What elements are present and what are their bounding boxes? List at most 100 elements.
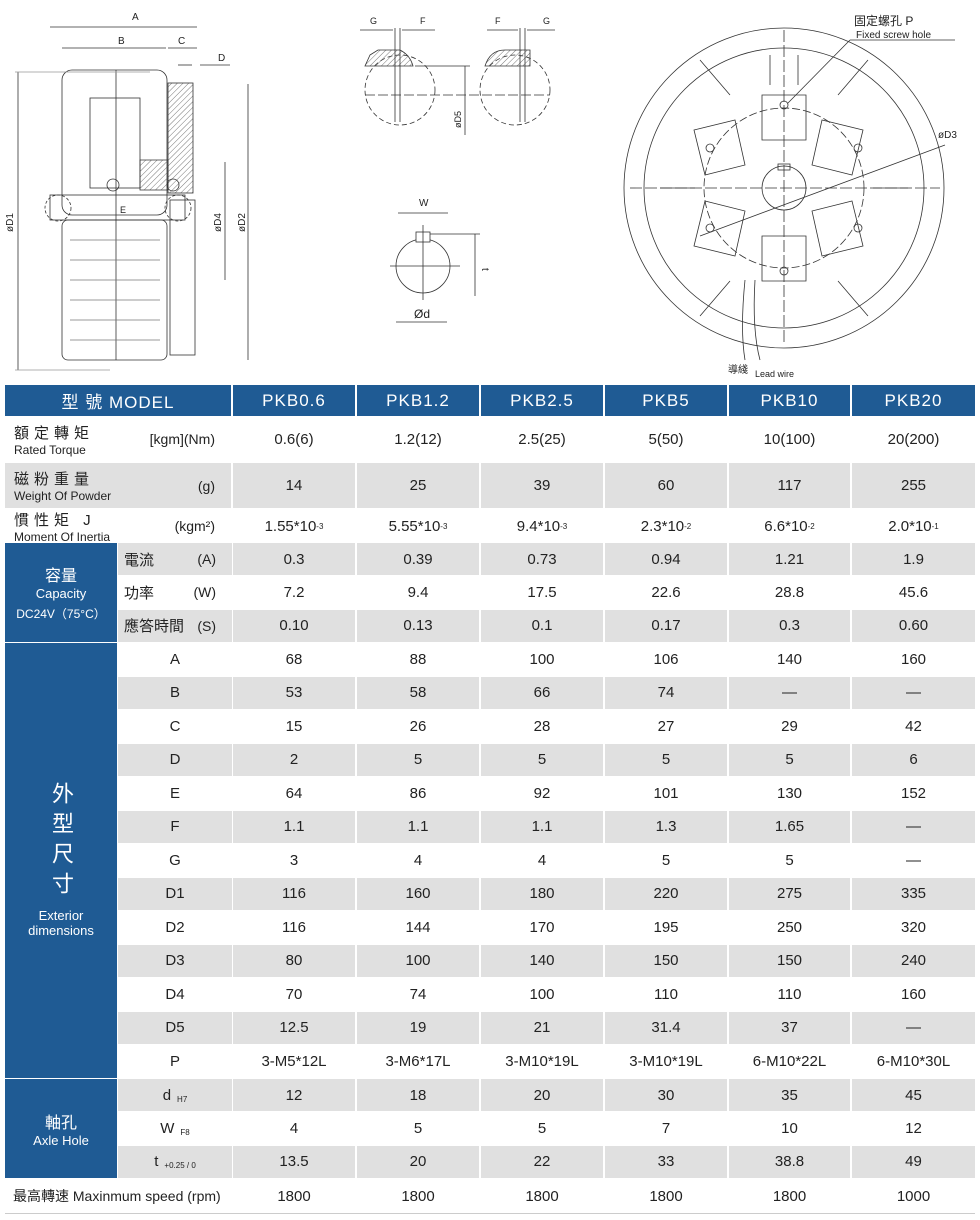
side-view-drawing	[15, 26, 249, 371]
table-cell: 20(200)	[887, 430, 940, 448]
table-cell: 18	[357, 1079, 479, 1112]
table-cell: 45.6	[898, 583, 929, 601]
value-exponent: -3	[560, 521, 568, 531]
table-cell: 1.1	[357, 810, 479, 843]
table-cell: 7.2	[283, 583, 305, 601]
table-cell: 4	[537, 851, 547, 869]
dim-label-e: E	[120, 205, 126, 215]
row-label: D2	[118, 911, 232, 944]
value-base: 5.55*10	[388, 517, 441, 535]
label-text: P	[169, 1052, 180, 1070]
row-label: C	[118, 710, 232, 743]
table-cell: 110	[654, 985, 678, 1003]
lead-wire-label-zh: 導綫	[728, 363, 748, 376]
value-exponent: -1	[931, 521, 939, 531]
table-cell: 5(50)	[648, 430, 684, 448]
table-cell: 170	[529, 918, 555, 936]
dim-label-d4: øD4	[213, 213, 224, 232]
table-cell: 0.13	[357, 609, 479, 642]
model-column-header: PKB20	[852, 385, 975, 416]
table-cell: 150	[605, 944, 727, 977]
table-cell: 0.17	[605, 609, 727, 642]
label-text: D1	[165, 885, 185, 903]
dim-label-c: C	[178, 36, 185, 47]
dim-label-g-right: G	[543, 16, 550, 26]
table-cell: 1800	[277, 1187, 311, 1205]
table-cell: 6-M10*22L	[752, 1052, 827, 1070]
row-label: 功率 (W)	[118, 576, 232, 608]
table-cell: 30	[605, 1079, 727, 1112]
table-cell: 5.55*10 -3	[357, 510, 479, 542]
table-cell: 49	[852, 1145, 975, 1178]
label-text: D4	[165, 985, 185, 1003]
dim-label-g-left: G	[370, 16, 377, 26]
label-text: B	[169, 684, 180, 702]
table-cell: 1.1	[481, 810, 603, 843]
tolerance: H7	[177, 1094, 188, 1104]
value-exponent: -3	[440, 521, 448, 531]
table-cell: 130	[776, 784, 803, 802]
table-cell: 19	[357, 1011, 479, 1044]
dim-label-d1: øD1	[5, 213, 16, 232]
row-label: F	[118, 810, 232, 843]
label-text: D3	[165, 952, 185, 970]
label-zh: 額定轉矩	[14, 424, 95, 442]
table-cell: 38.8	[729, 1145, 850, 1178]
table-cell: 12	[905, 1119, 922, 1137]
table-cell: 33	[605, 1145, 727, 1178]
label-text: D5	[165, 1019, 185, 1037]
label-en: Weight Of Powder	[14, 489, 112, 503]
unit-label: (A)	[197, 551, 216, 568]
table-cell: 106	[653, 650, 679, 668]
value-exponent: -3	[316, 521, 324, 531]
table-cell: 2.0*10 -1	[852, 510, 975, 542]
table-cell: 0.94	[605, 543, 727, 576]
table-cell: 22.6	[651, 583, 681, 601]
table-cell: 250	[776, 918, 803, 936]
table-cell: 4	[289, 1119, 299, 1137]
table-cell: 150	[729, 944, 850, 977]
table-cell: 117	[729, 463, 850, 508]
bottom-divider	[5, 1213, 975, 1214]
table-cell: 29	[781, 717, 798, 735]
unit-label: (S)	[197, 617, 216, 634]
label-text: D	[169, 751, 181, 769]
dim-label-w: W	[419, 198, 429, 209]
table-cell: 13.5	[233, 1145, 355, 1178]
value-base: 2.3*10	[640, 517, 685, 535]
max-speed-label: 最高轉速 Maxinmum speed (rpm)	[13, 1188, 221, 1204]
table-cell: 12.5	[233, 1011, 355, 1044]
table-cell: 5	[785, 851, 794, 869]
row-label: D5	[118, 1011, 232, 1044]
tolerance: +0.25 / 0	[164, 1161, 196, 1171]
row-label: B	[118, 676, 232, 709]
table-cell: 101	[653, 784, 679, 802]
table-cell: 100	[529, 650, 555, 668]
table-cell: 39	[481, 463, 603, 508]
table-cell: 14	[233, 463, 355, 508]
unit-label: (g)	[197, 477, 215, 494]
label-zh: 慣性矩 J	[14, 511, 96, 529]
table-cell: 20	[357, 1145, 479, 1178]
dim-label-a: A	[132, 12, 139, 23]
table-cell: 275	[729, 877, 850, 910]
row-label: D	[118, 743, 232, 776]
table-cell: 42	[905, 717, 922, 735]
dim-label-d: Ød	[414, 307, 430, 321]
table-cell: 2.5(25)	[518, 430, 566, 448]
table-cell: 160	[357, 877, 479, 910]
row-label: d H7	[118, 1079, 232, 1112]
row-label: P	[118, 1045, 232, 1078]
table-cell: 1.65	[729, 810, 850, 843]
table-cell: 0.3	[729, 609, 850, 642]
table-cell: 7	[661, 1119, 671, 1137]
unit-label: (W)	[193, 584, 216, 601]
label-text: d	[162, 1086, 172, 1104]
label-text: 電流	[124, 551, 155, 569]
table-cell: 0.6(6)	[274, 430, 314, 448]
table-cell: 1000	[896, 1187, 931, 1205]
table-cell: 3	[289, 851, 299, 869]
table-cell: 220	[605, 877, 727, 910]
label-text: 應答時間	[124, 618, 185, 636]
